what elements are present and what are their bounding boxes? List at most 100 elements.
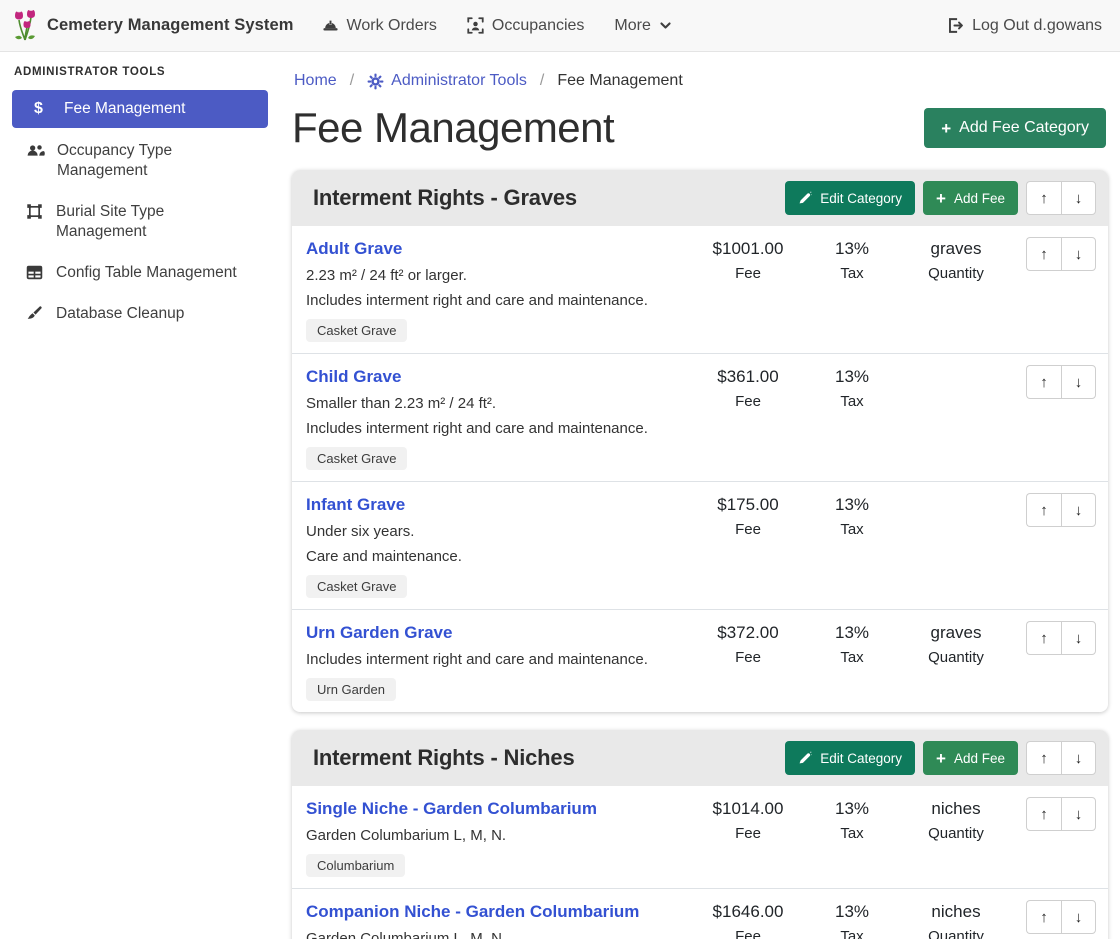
move-fee-up-button[interactable]: ↑: [1026, 365, 1061, 399]
fee-quantity: niches: [904, 900, 1008, 924]
fee-quantity-label: Quantity: [904, 264, 1008, 284]
fee-tag: Casket Grave: [306, 575, 407, 598]
move-fee-up-button[interactable]: ↑: [1026, 621, 1061, 655]
edit-category-label: Edit Category: [820, 751, 902, 766]
fee-quantity-column: graves Quantity: [904, 237, 1008, 284]
move-fee-down-button[interactable]: ↓: [1061, 797, 1096, 831]
fee-name-link[interactable]: Companion Niche - Garden Columbarium: [306, 900, 639, 924]
fee-amount-label: Fee: [696, 927, 800, 939]
sidebar-item-fee-management[interactable]: $ Fee Management: [12, 90, 268, 128]
move-category-down-button[interactable]: ↓: [1061, 181, 1096, 215]
fee-quantity: graves: [904, 621, 1008, 645]
logout-link[interactable]: Log Out d.gowans: [947, 17, 1102, 35]
edit-category-button[interactable]: Edit Category: [785, 181, 915, 215]
sidebar-item-database-cleanup[interactable]: Database Cleanup: [12, 296, 268, 332]
category-title: Interment Rights - Graves: [313, 185, 577, 211]
fee-quantity-column: graves Quantity: [904, 621, 1008, 668]
fee-amount-label: Fee: [696, 392, 800, 412]
nav-more[interactable]: More: [614, 17, 671, 35]
fee-quantity: niches: [904, 797, 1008, 821]
fee-reorder-group: ↑ ↓: [1026, 797, 1096, 831]
category-actions: Edit Category + Add Fee ↑ ↓: [785, 741, 1096, 775]
fee-descriptions: 2.23 m² / 24 ft² or larger.Includes inte…: [306, 266, 696, 311]
sidebar-header: ADMINISTRATOR TOOLS: [14, 66, 266, 78]
add-fee-category-button[interactable]: + Add Fee Category: [924, 108, 1106, 148]
move-category-down-button[interactable]: ↓: [1061, 741, 1096, 775]
move-fee-up-button[interactable]: ↑: [1026, 797, 1061, 831]
fee-list: Single Niche - Garden Columbarium Garden…: [292, 786, 1108, 939]
fee-list: Adult Grave 2.23 m² / 24 ft² or larger.I…: [292, 226, 1108, 712]
fee-row: Single Niche - Garden Columbarium Garden…: [292, 786, 1108, 888]
fee-reorder-group: ↑ ↓: [1026, 237, 1096, 271]
fee-tag: Casket Grave: [306, 447, 407, 470]
fee-main: Single Niche - Garden Columbarium Garden…: [306, 797, 696, 877]
fee-name-link[interactable]: Single Niche - Garden Columbarium: [306, 797, 597, 821]
fee-tag: Casket Grave: [306, 319, 407, 342]
nav-occupancies-label: Occupancies: [492, 17, 585, 35]
fee-name-link[interactable]: Infant Grave: [306, 493, 405, 517]
move-fee-down-button[interactable]: ↓: [1061, 621, 1096, 655]
fee-tax: 13%: [800, 900, 904, 924]
breadcrumb-administrator-tools[interactable]: Administrator Tools: [367, 72, 527, 90]
fee-name-link[interactable]: Adult Grave: [306, 237, 402, 261]
fee-reorder-group: ↑ ↓: [1026, 900, 1096, 934]
fee-description: Garden Columbarium L, M, N,: [306, 929, 696, 939]
fee-descriptions: Includes interment right and care and ma…: [306, 650, 696, 670]
add-fee-label: Add Fee: [954, 191, 1005, 206]
breadcrumb-label: Administrator Tools: [391, 72, 527, 90]
sidebar-item-burial-site-type-management[interactable]: Burial Site Type Management: [12, 194, 268, 250]
fee-description: Includes interment right and care and ma…: [306, 419, 696, 439]
breadcrumb: Home /: [294, 72, 1108, 90]
move-fee-up-button[interactable]: ↑: [1026, 237, 1061, 271]
fee-main: Adult Grave 2.23 m² / 24 ft² or larger.I…: [306, 237, 696, 342]
add-fee-button[interactable]: + Add Fee: [923, 741, 1018, 775]
move-fee-down-button[interactable]: ↓: [1061, 365, 1096, 399]
fee-amount-label: Fee: [696, 824, 800, 844]
fee-amount: $1014.00: [696, 797, 800, 821]
fee-amount-label: Fee: [696, 520, 800, 540]
sidebar-item-occupancy-type-management[interactable]: Occupancy Type Management: [12, 133, 268, 189]
fee-name-link[interactable]: Urn Garden Grave: [306, 621, 452, 645]
move-fee-down-button[interactable]: ↓: [1061, 237, 1096, 271]
edit-category-button[interactable]: Edit Category: [785, 741, 915, 775]
plus-icon: +: [936, 190, 946, 207]
move-fee-down-button[interactable]: ↓: [1061, 900, 1096, 934]
move-category-up-button[interactable]: ↑: [1026, 741, 1061, 775]
fee-amount-column: $372.00 Fee: [696, 621, 800, 668]
category-reorder-group: ↑ ↓: [1026, 181, 1096, 215]
plus-icon: +: [941, 120, 951, 137]
fee-reorder-group: ↑ ↓: [1026, 621, 1096, 655]
sidebar-item-label: Database Cleanup: [56, 304, 184, 324]
table-icon: [26, 264, 44, 281]
nav-work-orders[interactable]: Work Orders: [322, 17, 437, 35]
move-fee-down-button[interactable]: ↓: [1061, 493, 1096, 527]
fee-amount-column: $175.00 Fee: [696, 493, 800, 540]
fee-amount: $1001.00: [696, 237, 800, 261]
fee-quantity-column: niches Quantity: [904, 900, 1008, 939]
breadcrumb-current: Fee Management: [557, 72, 682, 90]
category-actions: Edit Category + Add Fee ↑ ↓: [785, 181, 1096, 215]
brush-icon: [26, 305, 44, 322]
nav-more-label: More: [614, 17, 650, 35]
gear-icon: [367, 73, 384, 90]
fee-tax-label: Tax: [800, 648, 904, 668]
fee-quantity-label: Quantity: [904, 648, 1008, 668]
fee-description: 2.23 m² / 24 ft² or larger.: [306, 266, 696, 286]
pencil-icon: [798, 751, 812, 765]
move-fee-up-button[interactable]: ↑: [1026, 900, 1061, 934]
fee-name-link[interactable]: Child Grave: [306, 365, 401, 389]
move-fee-up-button[interactable]: ↑: [1026, 493, 1061, 527]
page-title: Fee Management: [292, 104, 614, 152]
sidebar-item-config-table-management[interactable]: Config Table Management: [12, 255, 268, 291]
nav-occupancies[interactable]: Occupancies: [467, 17, 585, 35]
fee-quantity-column: niches Quantity: [904, 797, 1008, 844]
fee-quantity-label: Quantity: [904, 927, 1008, 939]
category-title: Interment Rights - Niches: [313, 745, 574, 771]
move-category-up-button[interactable]: ↑: [1026, 181, 1061, 215]
breadcrumb-home[interactable]: Home: [294, 72, 337, 90]
add-fee-button[interactable]: + Add Fee: [923, 181, 1018, 215]
fee-amount-column: $1001.00 Fee: [696, 237, 800, 284]
edit-category-label: Edit Category: [820, 191, 902, 206]
add-fee-label: Add Fee: [954, 751, 1005, 766]
fee-tag: Columbarium: [306, 854, 405, 877]
